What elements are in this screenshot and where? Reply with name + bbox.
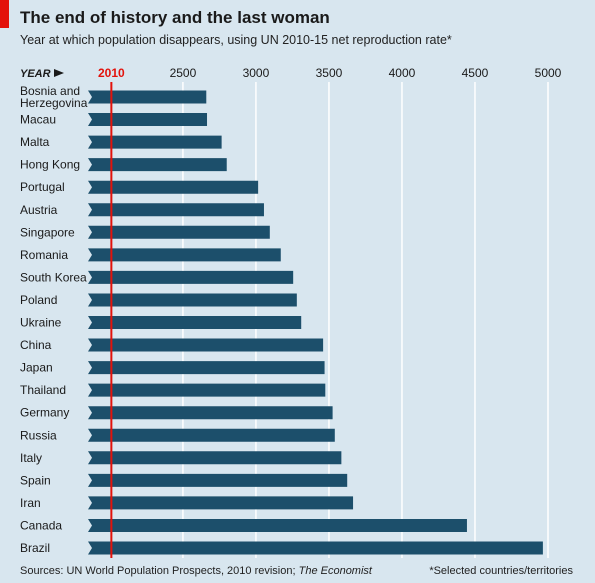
category-label: China <box>20 338 52 352</box>
axis-label: YEAR <box>20 68 51 80</box>
bar <box>88 361 325 375</box>
category-labels: Bosnia and Herzegovina Macau Malta Hong Kong… <box>20 84 88 555</box>
bar <box>88 90 207 104</box>
category-label: Macau <box>20 113 56 127</box>
bar <box>88 451 342 465</box>
category-label: Hong Kong <box>20 158 80 172</box>
bar <box>88 406 333 420</box>
bar <box>88 383 326 397</box>
category-label: Bosnia and Herzegovina <box>20 84 88 110</box>
x-tick-label: 4500 <box>462 66 489 80</box>
bar <box>88 113 208 127</box>
category-label: Japan <box>20 361 53 375</box>
category-label: Germany <box>20 406 69 420</box>
brand-red-tab <box>0 0 9 28</box>
source-note: Sources: UN World Population Prospects, … <box>20 565 372 577</box>
x-tick-label: 5000 <box>535 66 562 80</box>
category-label: Thailand <box>20 383 66 397</box>
source-text: Sources: UN World Population Prospects, … <box>20 565 299 577</box>
footnote: *Selected countries/territories <box>429 565 573 577</box>
category-label: Romania <box>20 248 68 262</box>
category-label: Italy <box>20 451 42 465</box>
bar <box>88 541 543 555</box>
category-label: Malta <box>20 135 50 149</box>
bar <box>88 496 354 510</box>
reference-line-group: 2010 <box>98 66 125 558</box>
axis-arrow-icon <box>54 69 64 77</box>
bar <box>88 293 297 307</box>
bar <box>88 518 467 532</box>
bar <box>88 248 281 262</box>
category-label: Poland <box>20 293 57 307</box>
bars <box>88 90 543 555</box>
bar <box>88 316 302 329</box>
category-label: Spain <box>20 473 51 487</box>
bar <box>88 180 259 194</box>
bar <box>88 270 294 284</box>
x-tick-label: 3500 <box>316 66 343 80</box>
category-label: Brazil <box>20 541 50 555</box>
category-label: Austria <box>20 203 58 217</box>
category-label: Portugal <box>20 180 65 194</box>
category-label: Ukraine <box>20 316 62 330</box>
category-label: Singapore <box>20 225 75 239</box>
bar <box>88 158 227 172</box>
chart-subtitle: Year at which population disappears, usi… <box>20 33 452 47</box>
bar <box>88 428 335 442</box>
x-tick-label: 4000 <box>389 66 416 80</box>
chart-title: The end of history and the last woman <box>20 8 330 27</box>
x-tick-label: 3000 <box>243 66 270 80</box>
bar <box>88 225 270 239</box>
bar <box>88 203 264 217</box>
reference-line-label: 2010 <box>98 66 125 80</box>
category-label: Russia <box>20 428 57 442</box>
bar <box>88 473 348 487</box>
x-axis-ticks: 2500 3000 3500 4000 4500 5000 YEAR <box>20 66 562 80</box>
x-tick-label: 2500 <box>170 66 197 80</box>
bar <box>88 338 324 352</box>
bar <box>88 135 222 149</box>
category-label: Iran <box>20 496 41 510</box>
category-label: Canada <box>20 518 62 532</box>
source-publication: The Economist <box>298 565 372 577</box>
category-label: South Korea <box>20 270 87 284</box>
